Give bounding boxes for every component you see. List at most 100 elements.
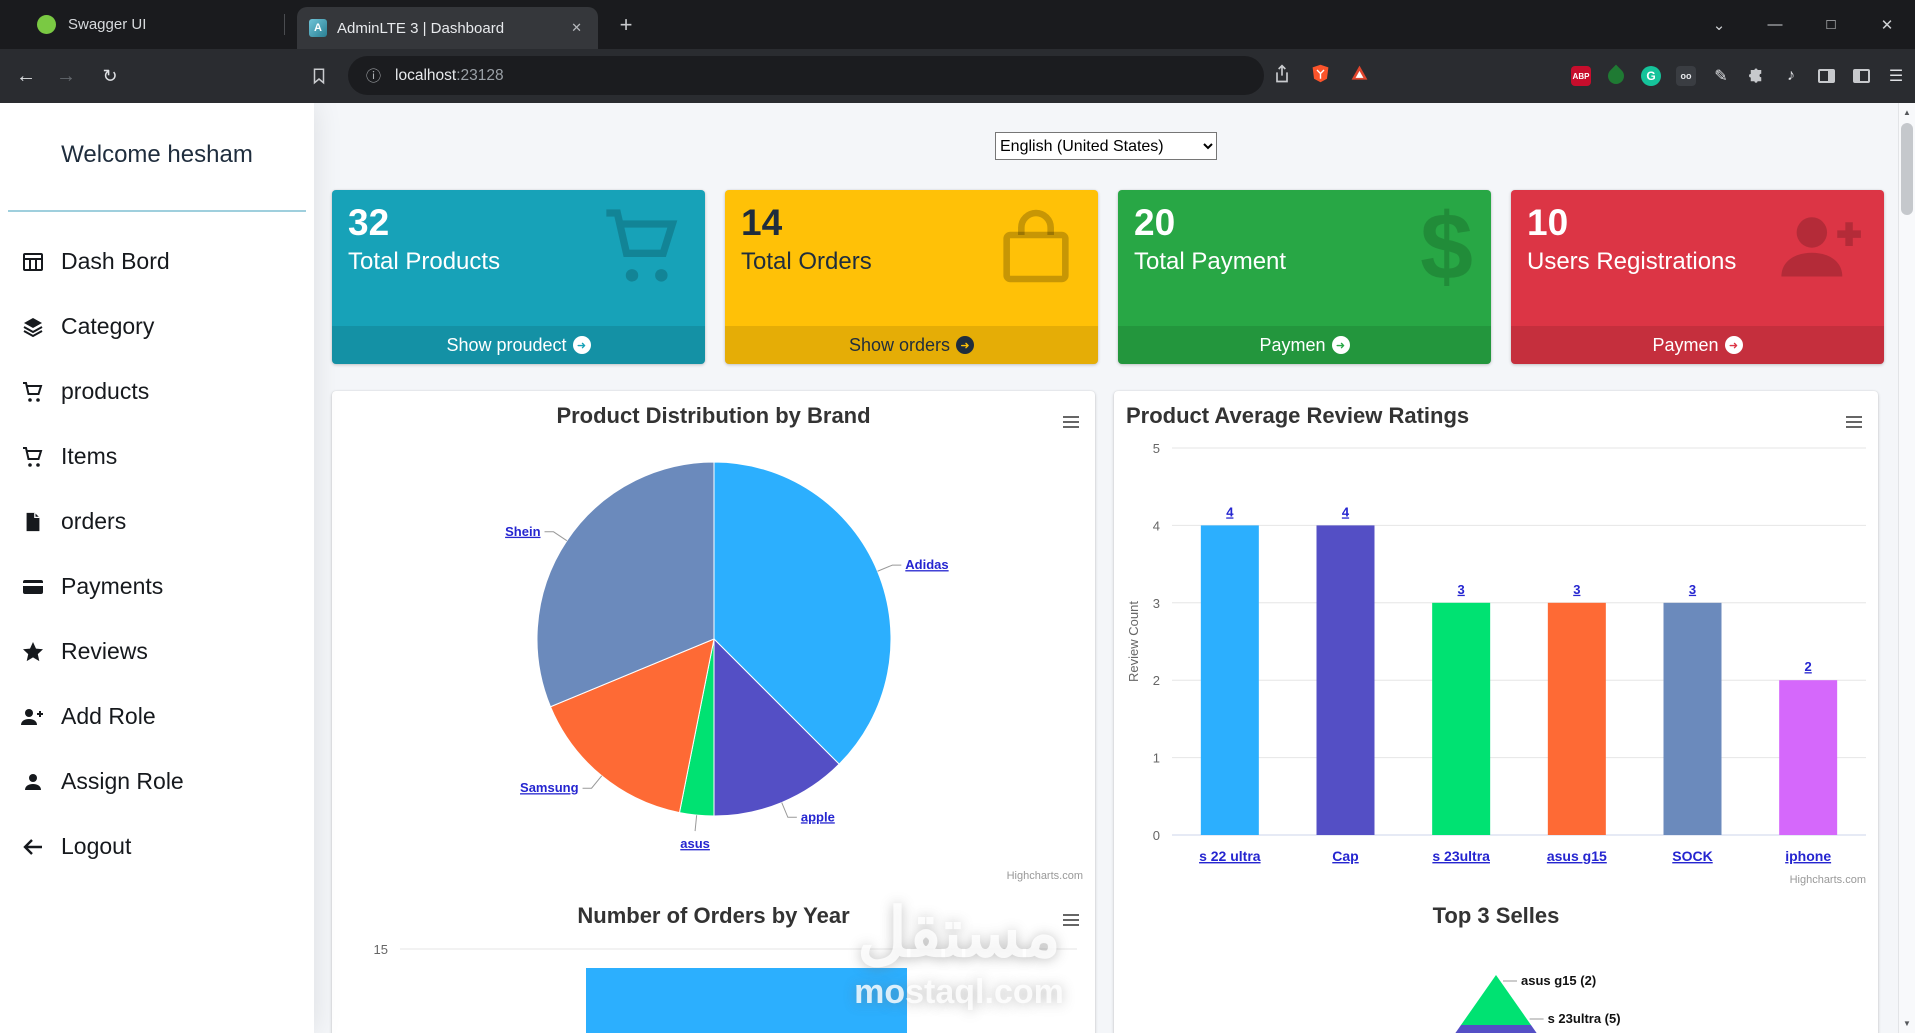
sidebar-menu: Dash Bord Category products [0, 229, 314, 879]
dashboard-main: English (United States) 32 Total Product… [314, 103, 1898, 1033]
bar-value-link[interactable]: 4 [1342, 504, 1350, 519]
sidebar-item-payments[interactable]: Payments [0, 554, 314, 619]
pyramid-chart-svg: asus g15 (2) s 23ultra (5) [1443, 973, 1621, 1033]
pyramid-segment-1[interactable] [1443, 1025, 1549, 1033]
sidebar-item-reviews[interactable]: Reviews [0, 619, 314, 684]
bar-Cap[interactable] [1316, 525, 1375, 835]
page-scrollbar[interactable]: ▲ ▼ [1898, 103, 1915, 1033]
stat-card-total-orders: 14 Total Orders Show orders ➜ [725, 190, 1098, 364]
chart-context-menu-icon[interactable] [1063, 416, 1079, 428]
tab-title: Swagger UI [68, 16, 147, 33]
pen-extension-icon[interactable]: ✎ [1714, 68, 1728, 85]
reading-panel-icon[interactable] [1848, 63, 1874, 89]
tab-search-chevron-icon[interactable]: ⌄ [1712, 16, 1726, 34]
pie-label-Adidas[interactable]: Adidas [905, 557, 948, 572]
category-link-iphone[interactable]: iphone [1785, 848, 1831, 864]
sidebar-item-dashboard[interactable]: Dash Bord [0, 229, 314, 294]
sidebar-item-category[interactable]: Category [0, 294, 314, 359]
category-link-s 22 ultra[interactable]: s 22 ultra [1199, 848, 1261, 864]
oo-extension-icon[interactable]: oo [1673, 63, 1699, 89]
bar-value-link[interactable]: 3 [1689, 582, 1696, 597]
brave-shield-icon[interactable] [1310, 63, 1331, 89]
minimize-button[interactable]: — [1767, 16, 1783, 33]
browser-menu-icon[interactable]: ☰ [1888, 68, 1904, 85]
tab-close-icon[interactable]: ✕ [571, 20, 582, 35]
orders-chart-title: Number of Orders by Year [577, 903, 850, 928]
bar-asus g15[interactable] [1547, 602, 1606, 835]
sidebar-item-assign-role[interactable]: Assign Role [0, 749, 314, 814]
scroll-down-icon[interactable]: ▼ [1903, 1019, 1911, 1028]
site-info-icon[interactable]: ⓘ [366, 68, 382, 85]
toolbar-page-actions [1272, 49, 1370, 103]
payments-link[interactable]: Paymen ➜ [1118, 326, 1491, 364]
y-axis-tick: 5 [1153, 441, 1160, 456]
pie-label-Shein[interactable]: Shein [505, 524, 540, 539]
category-link-Cap[interactable]: Cap [1332, 848, 1358, 864]
grammarly-extension-icon[interactable]: G [1638, 63, 1664, 89]
address-bar[interactable]: ⓘ localhost :23128 [348, 56, 1264, 95]
sidebar-item-add-role[interactable]: Add Role [0, 684, 314, 749]
share-icon[interactable] [1272, 63, 1292, 89]
bar-SOCK[interactable] [1663, 602, 1722, 835]
extension-icons: ABP G oo ✎ ♪ ☰ [1568, 49, 1909, 103]
extensions-puzzle-icon[interactable] [1743, 63, 1769, 89]
category-link-asus g15[interactable]: asus g15 [1547, 848, 1607, 864]
stat-value: 32 [348, 202, 390, 243]
tab-separator [284, 14, 285, 35]
url-host: localhost [395, 66, 457, 84]
arrow-circle-icon: ➜ [956, 336, 975, 354]
pyramid-segment-0[interactable] [1461, 975, 1531, 1025]
pie-label-asus[interactable]: asus [680, 836, 710, 851]
payments-link[interactable]: Paymen ➜ [1511, 326, 1884, 364]
music-extension-icon[interactable]: ♪ [1787, 67, 1795, 84]
cart-icon [599, 202, 687, 294]
leaf-extension-icon[interactable] [1603, 63, 1629, 89]
category-link-s 23ultra[interactable]: s 23ultra [1432, 848, 1490, 864]
language-select[interactable]: English (United States) [995, 132, 1217, 160]
pie-slice-apple[interactable] [713, 637, 840, 817]
pie-label-apple[interactable]: apple [801, 809, 835, 824]
bar-iphone[interactable] [1779, 680, 1838, 835]
credit-card-icon [18, 575, 48, 599]
close-button[interactable]: ✕ [1880, 16, 1894, 34]
bar-s 22 ultra[interactable] [1200, 525, 1259, 835]
new-tab-button[interactable]: + [619, 12, 633, 37]
bar-value-link[interactable]: 3 [1573, 582, 1580, 597]
chart-context-menu-icon[interactable] [1063, 914, 1079, 926]
welcome-text: Welcome hesham [61, 141, 253, 168]
pie-label-Samsung[interactable]: Samsung [520, 780, 579, 795]
pie-chart-svg: Adidas apple asus Samsung Shein Highcharts.co… [505, 461, 1083, 882]
sidebar-item-products[interactable]: products [0, 359, 314, 424]
stat-label: Users Registrations [1527, 248, 1737, 275]
scroll-up-icon[interactable]: ▲ [1903, 108, 1911, 117]
bar-value-link[interactable]: 2 [1805, 659, 1812, 674]
tab-adminlte-dashboard[interactable]: A AdminLTE 3 | Dashboard ✕ [297, 7, 598, 49]
sidebar-item-items[interactable]: Items [0, 424, 314, 489]
highcharts-credits[interactable]: Highcharts.com [1007, 870, 1083, 882]
adblock-plus-extension-icon[interactable]: ABP [1568, 63, 1594, 89]
tab-swagger-ui[interactable]: Swagger UI [12, 0, 146, 49]
maximize-button[interactable]: □ [1826, 16, 1836, 33]
chart-context-menu-icon[interactable] [1846, 416, 1862, 428]
bookmark-icon[interactable] [310, 65, 328, 92]
bar-s 23ultra[interactable] [1432, 602, 1491, 835]
show-products-link[interactable]: Show proudect ➜ [332, 326, 705, 364]
sidebar-divider [8, 210, 306, 212]
brave-rewards-icon[interactable] [1349, 63, 1370, 89]
bar-value-link[interactable]: 4 [1226, 504, 1234, 519]
arrow-circle-icon: ➜ [1331, 336, 1350, 354]
orders-year-bar[interactable] [586, 968, 907, 1033]
dollar-icon: $ [1420, 194, 1473, 300]
bar-value-link[interactable]: 3 [1458, 582, 1465, 597]
sidebar-item-orders[interactable]: orders [0, 489, 314, 554]
back-button[interactable]: ← [16, 64, 36, 87]
sidebar-toggle-icon[interactable] [1813, 63, 1839, 89]
highcharts-credits[interactable]: Highcharts.com [1790, 874, 1866, 886]
forward-button[interactable]: → [56, 64, 76, 87]
category-link-SOCK[interactable]: SOCK [1672, 848, 1712, 864]
scrollbar-thumb[interactable] [1901, 123, 1913, 215]
reload-button[interactable]: ↻ [102, 65, 118, 86]
sidebar-item-logout[interactable]: Logout [0, 814, 314, 879]
show-orders-link[interactable]: Show orders ➜ [725, 326, 1098, 364]
